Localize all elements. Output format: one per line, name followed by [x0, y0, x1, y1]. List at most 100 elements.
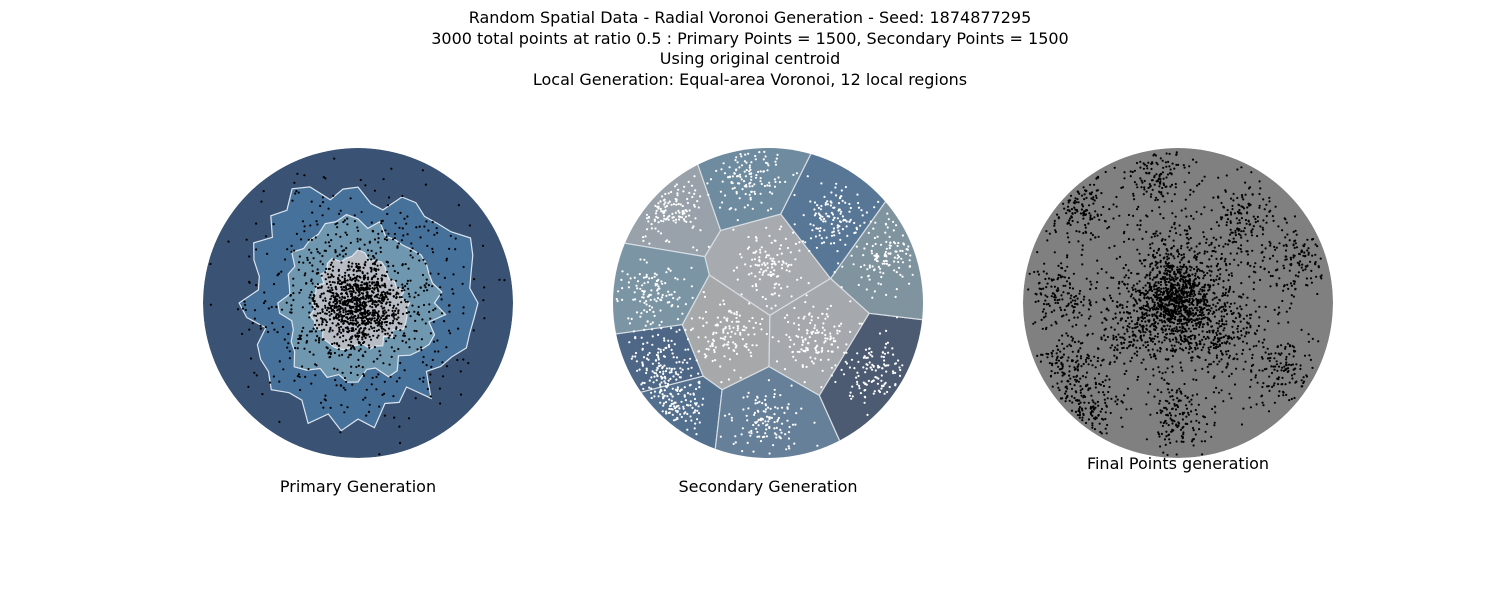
primary-generation-panel: Primary Generation — [158, 140, 558, 500]
final-point — [1167, 317, 1170, 320]
primary-point — [392, 315, 395, 318]
primary-point — [409, 279, 412, 282]
final-point — [1202, 271, 1205, 274]
final-point — [1285, 355, 1288, 359]
secondary-point — [775, 360, 779, 363]
final-point — [1238, 219, 1241, 222]
secondary-point — [676, 388, 679, 391]
final-point — [1210, 307, 1213, 310]
final-point — [1154, 232, 1157, 235]
secondary-point — [705, 321, 708, 324]
primary-point — [321, 317, 324, 321]
primary-point — [461, 282, 464, 285]
final-point — [1142, 286, 1145, 289]
final-point — [1146, 281, 1149, 284]
primary-point — [373, 295, 376, 298]
final-point — [1151, 340, 1154, 343]
primary-point — [375, 329, 378, 332]
final-point — [1126, 316, 1130, 319]
primary-point — [315, 248, 318, 251]
primary-point — [448, 310, 451, 313]
final-point — [1068, 374, 1071, 377]
secondary-point — [788, 447, 791, 450]
primary-point — [297, 191, 300, 194]
secondary-point — [660, 210, 663, 213]
secondary-point — [754, 192, 757, 195]
secondary-point — [739, 253, 742, 256]
primary-point — [356, 332, 359, 335]
final-point — [1152, 253, 1155, 256]
final-point — [1148, 314, 1151, 317]
final-point — [1311, 366, 1314, 369]
final-point — [1151, 299, 1154, 302]
primary-point — [400, 322, 403, 325]
final-point — [1209, 309, 1212, 312]
secondary-point — [853, 367, 856, 370]
primary-point — [389, 301, 392, 304]
primary-point — [380, 327, 383, 330]
secondary-point — [794, 242, 798, 245]
secondary-point — [852, 263, 855, 266]
secondary-point — [678, 360, 681, 363]
final-point — [1180, 244, 1183, 248]
primary-point — [343, 376, 347, 380]
final-point — [1144, 284, 1147, 287]
secondary-point — [668, 214, 671, 218]
secondary-point — [656, 374, 659, 377]
primary-point — [303, 230, 306, 233]
secondary-point — [668, 200, 671, 203]
final-point — [1240, 282, 1243, 285]
primary-point — [307, 367, 310, 371]
final-point — [1056, 382, 1059, 385]
secondary-point — [748, 170, 751, 173]
secondary-point — [658, 324, 661, 327]
primary-point — [399, 329, 402, 332]
final-point — [1143, 188, 1146, 191]
secondary-point — [858, 322, 861, 325]
figure-title-line-4: Local Generation: Equal-area Voronoi, 12… — [532, 69, 968, 89]
secondary-point — [692, 225, 695, 228]
primary-point — [388, 196, 391, 199]
secondary-point — [731, 175, 734, 178]
secondary-point — [786, 419, 789, 422]
secondary-point — [897, 359, 900, 362]
final-point — [1150, 167, 1153, 171]
primary-point — [372, 360, 375, 363]
primary-point — [336, 343, 339, 346]
primary-point — [293, 249, 296, 252]
primary-point — [373, 346, 376, 349]
primary-point — [403, 369, 406, 372]
secondary-point — [657, 362, 660, 365]
secondary-point — [766, 184, 769, 187]
final-point — [1189, 337, 1192, 340]
primary-point — [403, 289, 406, 292]
secondary-point — [652, 381, 655, 384]
primary-point — [381, 307, 384, 310]
secondary-point — [747, 333, 750, 336]
secondary-point — [816, 444, 819, 447]
final-point — [1187, 351, 1190, 354]
primary-point — [333, 351, 336, 355]
final-point — [1202, 231, 1205, 234]
final-point — [1077, 240, 1080, 243]
secondary-point — [634, 298, 637, 301]
final-point — [1262, 228, 1265, 231]
final-point — [1198, 321, 1201, 324]
primary-point — [330, 312, 333, 316]
secondary-point — [747, 152, 750, 155]
final-point — [1220, 252, 1223, 256]
secondary-point — [686, 338, 690, 341]
secondary-point — [796, 350, 799, 353]
final-point — [1288, 307, 1291, 310]
primary-point — [337, 280, 340, 283]
final-point — [1189, 193, 1192, 196]
secondary-point — [683, 358, 686, 362]
secondary-point — [750, 161, 753, 164]
secondary-point — [768, 273, 771, 276]
final-point — [1156, 388, 1159, 391]
primary-point — [381, 284, 384, 287]
primary-point — [452, 292, 455, 295]
primary-point — [343, 297, 346, 300]
final-point — [1095, 196, 1098, 199]
secondary-point — [654, 359, 658, 362]
